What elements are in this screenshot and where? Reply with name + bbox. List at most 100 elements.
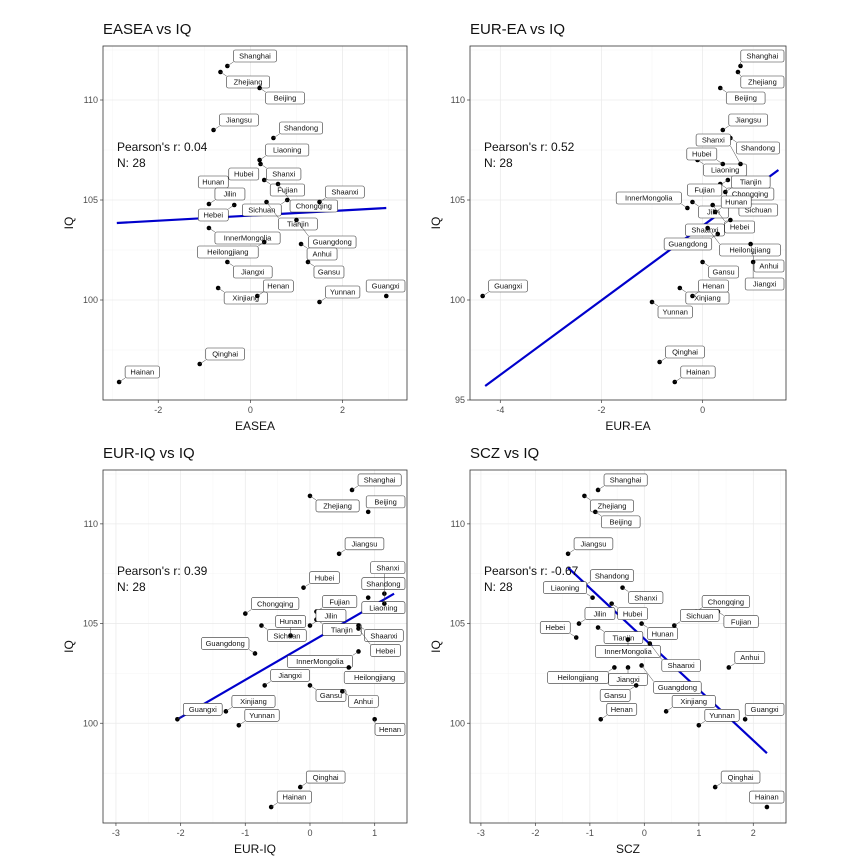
point-label-box [228, 167, 260, 181]
x-tick-label: 2 [751, 828, 756, 838]
label-leader [260, 163, 267, 169]
label-leader [702, 261, 709, 267]
point-label-box [315, 499, 360, 513]
point-label: Jilin [223, 190, 236, 199]
point-label-box [231, 695, 276, 708]
point-label-box [306, 247, 338, 261]
label-leader [750, 243, 755, 261]
point-label: Fujian [329, 597, 349, 606]
label-leader [338, 549, 346, 554]
label-leader [309, 685, 317, 690]
point-label-box [703, 163, 748, 177]
point-label-box [590, 569, 634, 582]
label-leader [303, 583, 310, 588]
label-leader [199, 359, 206, 365]
label-leader [692, 201, 699, 207]
point-label-box [723, 615, 759, 628]
label-leader [641, 665, 654, 682]
label-leader [720, 87, 727, 93]
point-label-box [364, 629, 404, 642]
point-label: Chongqing [708, 597, 744, 606]
point-label-box [270, 669, 310, 682]
label-leader [342, 691, 349, 696]
y-tick-label: 105 [83, 195, 98, 205]
point-label-box [680, 365, 716, 379]
point-label: Liaoning [273, 146, 301, 155]
data-point [383, 293, 389, 299]
label-leader [665, 707, 673, 712]
data-point [365, 595, 371, 600]
point-label: Anhui [312, 250, 332, 259]
point-label: Jilin [594, 609, 607, 618]
point-label: Xinjiang [694, 294, 721, 303]
point-label-box [573, 537, 614, 551]
label-leader [261, 625, 268, 630]
point-label-box [701, 595, 751, 608]
label-leader [715, 782, 722, 788]
panel-title: SCZ vs IQ [470, 445, 539, 462]
point-label: Chongqing [732, 190, 768, 199]
point-label-box [724, 220, 755, 234]
pearson-r-text: Pearson's r: 0.04 [117, 140, 208, 154]
y-tick-label: 100 [83, 718, 98, 728]
point-label-box [322, 595, 358, 608]
point-label-box [266, 167, 302, 181]
label-leader [725, 187, 732, 193]
point-label: Hainan [130, 368, 154, 377]
point-label-box [695, 133, 731, 147]
point-label: Hunan [202, 178, 224, 187]
point-label: Shanxi [702, 136, 725, 145]
y-axis-title: IQ [429, 640, 443, 653]
label-leader [728, 663, 735, 668]
point-label: Guangxi [751, 705, 779, 714]
point-label: Qinghai [212, 350, 238, 359]
point-label-box [289, 199, 338, 213]
point-label-box [344, 537, 385, 551]
x-tick-label: -2 [177, 828, 185, 838]
point-label: Hainan [686, 368, 710, 377]
label-leader [118, 377, 126, 383]
x-tick-label: 0 [700, 405, 705, 415]
label-leader [309, 495, 317, 501]
label-leader [264, 681, 271, 686]
point-label: Guangdong [668, 240, 707, 249]
label-leader [213, 125, 220, 131]
point-label: Shanghai [610, 476, 642, 485]
label-leader [319, 297, 326, 303]
point-label: Shanxi [634, 593, 657, 602]
point-label: Zhejiang [323, 502, 352, 511]
point-label-box [671, 695, 716, 708]
regression-line [176, 592, 395, 721]
label-leader [227, 61, 234, 67]
point-label-box [365, 495, 406, 509]
point-label-box [322, 623, 362, 636]
point-label: Shaanxi [331, 188, 358, 197]
panel-1: -2 0 2 100 105 110 EASEA vs IQ EASEA IQ Pearson's… [62, 21, 408, 433]
label-leader [724, 219, 731, 225]
point-label-box [744, 702, 785, 716]
point-label: Chongqing [296, 202, 332, 211]
point-label: Hebei [730, 223, 750, 232]
label-leader [600, 715, 607, 720]
label-leader [177, 715, 184, 720]
label-leader [259, 87, 266, 93]
point-label: Hebei [203, 211, 223, 220]
point-label: Sichuan [686, 611, 713, 620]
point-label-box [214, 187, 246, 201]
point-label-box [653, 681, 702, 694]
point-label-box [728, 113, 768, 127]
label-leader [281, 199, 288, 205]
point-label: Sichuan [248, 206, 275, 215]
point-label: Yunnan [709, 711, 734, 720]
point-label: Shandong [741, 144, 775, 153]
point-label: Shandong [595, 571, 629, 580]
label-leader [277, 183, 291, 201]
point-label-box [590, 499, 634, 513]
point-label-box [279, 121, 323, 135]
x-tick-label: 1 [372, 828, 377, 838]
point-label: Qinghai [728, 773, 754, 782]
point-label: Shanxi [272, 170, 295, 179]
point-label: InnerMongolia [296, 657, 344, 666]
point-label-box [348, 695, 379, 708]
point-label: Henan [379, 725, 401, 734]
